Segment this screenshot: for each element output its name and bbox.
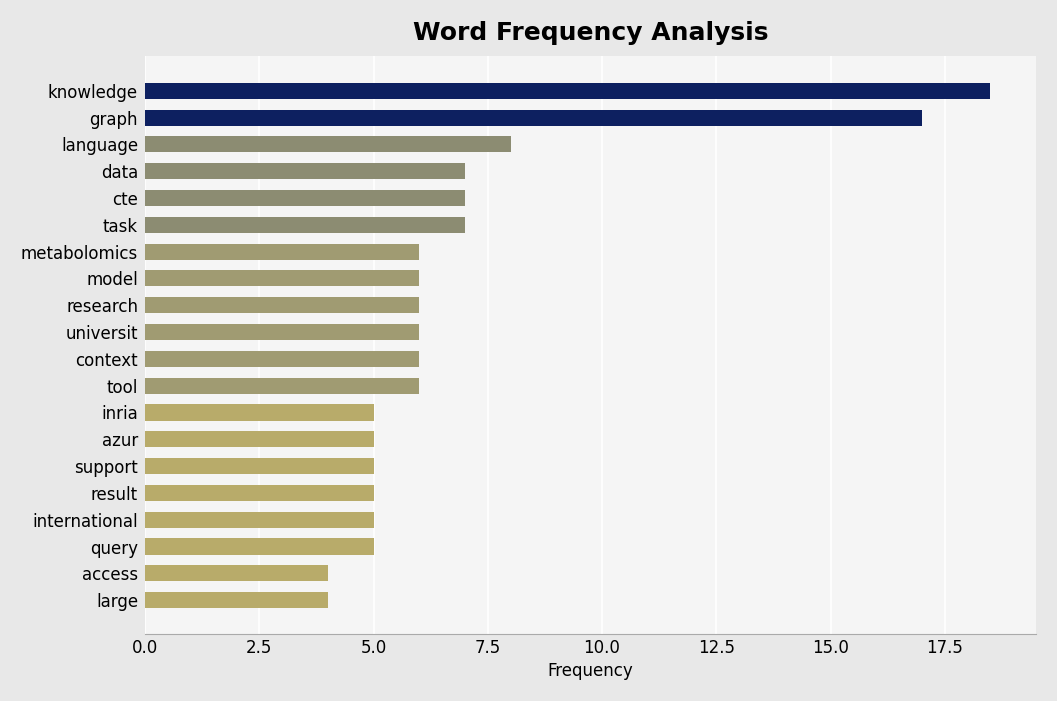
X-axis label: Frequency: Frequency [548, 662, 633, 680]
Bar [145, 512, 373, 528]
Bar [145, 538, 373, 554]
Bar [145, 324, 420, 340]
Bar [145, 109, 922, 125]
Bar [145, 458, 373, 474]
Bar [145, 431, 373, 447]
Bar [145, 190, 465, 206]
Bar [145, 350, 420, 367]
Bar [145, 137, 511, 152]
Bar [145, 378, 420, 394]
Bar [145, 83, 990, 99]
Bar [145, 485, 373, 501]
Bar [145, 592, 328, 608]
Bar [145, 404, 373, 421]
Bar [145, 244, 420, 259]
Bar [145, 217, 465, 233]
Bar [145, 297, 420, 313]
Bar [145, 271, 420, 287]
Title: Word Frequency Analysis: Word Frequency Analysis [413, 21, 768, 45]
Bar [145, 163, 465, 179]
Bar [145, 565, 328, 581]
